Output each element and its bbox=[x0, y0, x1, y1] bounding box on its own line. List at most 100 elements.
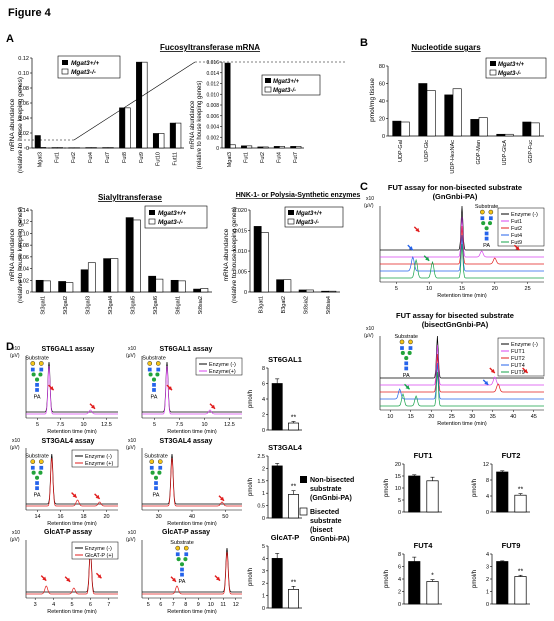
sialyl-legend-wt: Mgat3+/+ bbox=[158, 210, 186, 217]
trace-fut4 bbox=[380, 234, 544, 272]
glcnac-icon bbox=[35, 481, 39, 485]
y-tick-label: 4 bbox=[262, 556, 265, 562]
legend-fuco-inset: Mgat3+/+ Mgat3-/- bbox=[261, 74, 321, 96]
assay-title: ST3GAL4 assay bbox=[160, 438, 213, 445]
panel-d-chromatograms: ST6GAL1 assay 5 7.5 10 12.5 Retention time (m… bbox=[10, 346, 243, 615]
inset-legend-ko: Mgat3-/- bbox=[273, 88, 296, 94]
y-unit-label: x10 bbox=[128, 346, 136, 352]
x-tick-label: 7 bbox=[107, 602, 110, 608]
chrom-legend-label: FUT1 bbox=[511, 349, 525, 355]
category-label: Fut1 bbox=[54, 152, 60, 163]
chart-title-sialyl: Sialyltransferase bbox=[98, 193, 163, 202]
ylabel-inset-2: (relative to house keeping genes) bbox=[197, 81, 203, 170]
arrow-head-icon bbox=[415, 227, 420, 232]
y-tick-label: 0 bbox=[262, 606, 265, 612]
x-tick-label: 20 bbox=[428, 414, 434, 420]
x-tick-label: 30 bbox=[156, 514, 162, 520]
y-tick-label: 1 bbox=[262, 491, 265, 497]
bar-ko bbox=[200, 288, 209, 293]
chart-title-hnk: HNK-1- or Polysia-Synthetic enzymes bbox=[236, 192, 361, 199]
legend-d-bis-1: Bisected bbox=[310, 509, 339, 516]
glcnac-icon bbox=[175, 552, 180, 557]
legend-fuco: Mgat3+/+ Mgat3-/- bbox=[57, 55, 121, 79]
substrate-label: Substrate bbox=[475, 204, 499, 210]
x-tick-label: 15 bbox=[459, 286, 465, 292]
glcnac-icon bbox=[156, 367, 161, 372]
mannose-icon bbox=[38, 372, 43, 377]
small-chart-title: GlcAT-P bbox=[271, 533, 300, 542]
y-tick-label: 0.5 bbox=[257, 504, 265, 510]
galactose-icon bbox=[149, 459, 154, 464]
bar-wt bbox=[170, 279, 179, 293]
significance-mark: ** bbox=[291, 414, 297, 421]
glcnac-icon bbox=[152, 388, 156, 392]
bar-ko bbox=[246, 145, 253, 149]
bar-ko bbox=[175, 122, 182, 149]
y-tick-label: 0.016 bbox=[206, 60, 219, 66]
y-tick-label: 0.08 bbox=[18, 243, 29, 249]
trace-enzyme-neg bbox=[26, 361, 118, 413]
y-tick-label: 0.06 bbox=[18, 101, 29, 107]
y-tick-label: 0.10 bbox=[18, 71, 29, 77]
category-label: St3gal6 bbox=[153, 296, 159, 315]
figure-title: Figure 4 bbox=[8, 7, 52, 19]
y-unit-label: x10 bbox=[12, 530, 20, 536]
glcnac-icon bbox=[180, 567, 184, 572]
x-axis-label: Retention time (min) bbox=[437, 421, 487, 427]
bar-non-bisected bbox=[408, 561, 421, 605]
bar-non-bisected bbox=[408, 475, 421, 513]
arrow-head-icon bbox=[216, 576, 220, 581]
bar-ko bbox=[283, 279, 292, 293]
galactose-icon bbox=[408, 339, 413, 345]
assay-title: ST6GAL1 assay bbox=[160, 346, 213, 353]
bar-ko bbox=[452, 88, 462, 137]
bar-ko bbox=[155, 278, 164, 293]
y-tick-label: 1 bbox=[486, 590, 489, 596]
x-tick-label: 12.5 bbox=[224, 422, 235, 428]
panel-letter-d: D bbox=[6, 341, 14, 353]
y-tick-label: 8 bbox=[398, 552, 401, 558]
bar-wt bbox=[169, 122, 176, 149]
trace-enzyme-pos bbox=[26, 457, 118, 507]
y-tick-label: 80 bbox=[379, 64, 385, 70]
chromatogram-non-bisected: 5 10 15 20 25 Retention time (min) x10(μV) Enzy… bbox=[364, 196, 545, 299]
category-label: Fut4 bbox=[88, 152, 94, 163]
glcnac-icon bbox=[39, 367, 44, 372]
hnk-legend-ko: Mgat3-/- bbox=[296, 220, 319, 226]
legend-d-non-2: substrate bbox=[310, 486, 342, 493]
x-tick-label: 10 bbox=[208, 602, 214, 608]
chart-fuco-main: 0 0.02 0.04 0.06 0.08 0.10 0.12 Mgat3 Fut1 Fut2 Fu… bbox=[18, 56, 184, 167]
category-label: Fut7 bbox=[293, 152, 299, 163]
bar-bisected bbox=[514, 576, 527, 605]
chrom-legend-label: Enzyme (-) bbox=[511, 342, 538, 348]
x-tick-label: 5 bbox=[70, 602, 73, 608]
y-tick-label: 0.010 bbox=[233, 249, 247, 255]
mannose-icon bbox=[400, 350, 405, 356]
ylabel-inset-1: mRNA abundance bbox=[190, 100, 196, 149]
x-tick-label: 40 bbox=[189, 514, 195, 520]
trace-fut1 bbox=[380, 344, 544, 386]
x-tick-label: 10 bbox=[80, 422, 86, 428]
trace-enzyme-neg bbox=[380, 335, 544, 379]
bar-wt bbox=[444, 94, 454, 137]
y-tick-label: 0.10 bbox=[18, 231, 29, 237]
significance-mark: * bbox=[431, 573, 434, 580]
pa-label: PA bbox=[483, 243, 490, 249]
category-label: Fut1 bbox=[244, 152, 250, 163]
small-chart-title: FUT1 bbox=[414, 451, 433, 460]
bar-ko bbox=[478, 117, 488, 137]
glcnac-icon bbox=[400, 346, 404, 350]
category-label: St8sia2 bbox=[198, 296, 204, 314]
ylabel-sialyl-1: mRNA abundance bbox=[9, 228, 16, 281]
chart-title-fuco: Fucosyltransferase mRNA bbox=[160, 43, 260, 52]
glcnac-icon bbox=[180, 572, 184, 577]
c-non-subtitle: (GnGnbi-PA) bbox=[433, 192, 478, 201]
trace-fut4 bbox=[380, 362, 544, 400]
y-tick-label: 6 bbox=[398, 565, 401, 571]
trace-enzyme-neg bbox=[142, 453, 242, 505]
y-unit-label: (μV) bbox=[10, 537, 20, 543]
mannose-icon bbox=[151, 377, 157, 382]
trace-fut2 bbox=[380, 353, 544, 393]
y-tick-label: 3 bbox=[486, 565, 489, 571]
x-tick-label: 25 bbox=[449, 414, 455, 420]
